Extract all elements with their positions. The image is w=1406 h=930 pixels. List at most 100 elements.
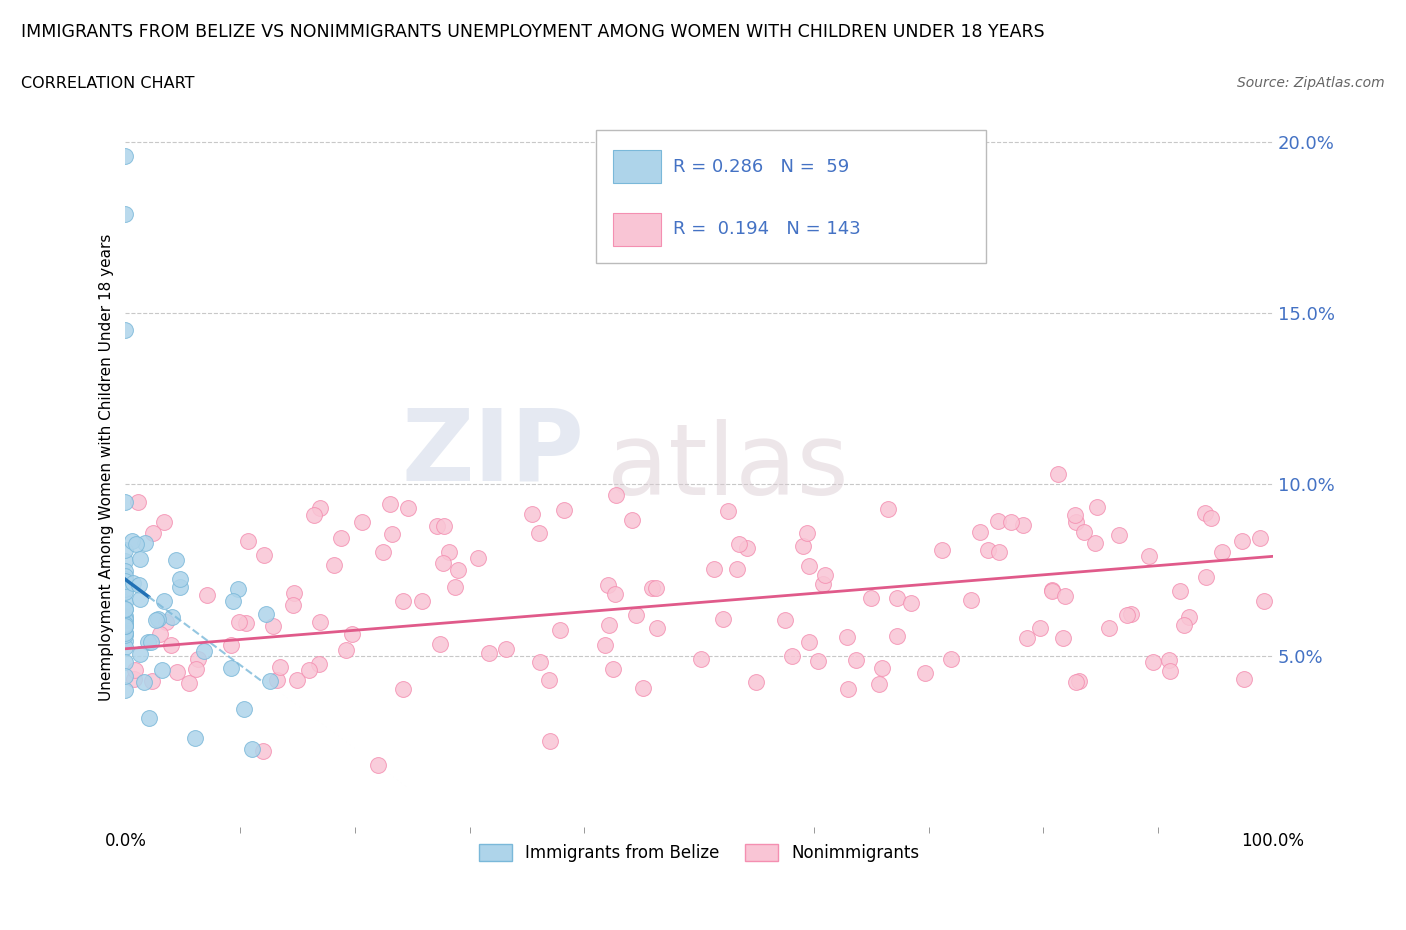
Point	[621, 513, 644, 528]
Point	[165, 552, 187, 567]
Point	[184, 731, 207, 746]
Point	[114, 668, 136, 683]
Text: R =  0.194   N = 143: R = 0.194 N = 143	[673, 220, 860, 238]
Y-axis label: Unemployment Among Women with Children Under 18 years: Unemployment Among Women with Children U…	[100, 233, 114, 701]
Point	[725, 561, 748, 576]
Point	[1211, 544, 1233, 559]
Point	[837, 682, 859, 697]
Point	[446, 563, 468, 578]
Point	[624, 607, 647, 622]
Point	[1195, 570, 1218, 585]
Point	[186, 661, 208, 676]
Point	[195, 588, 218, 603]
Point	[330, 530, 353, 545]
Point	[1073, 525, 1095, 539]
Point	[132, 674, 155, 689]
Point	[308, 657, 330, 671]
Point	[1253, 594, 1275, 609]
Point	[429, 636, 451, 651]
Point	[262, 619, 284, 634]
Point	[114, 323, 136, 338]
Point	[1108, 527, 1130, 542]
Point	[931, 543, 953, 558]
Point	[711, 612, 734, 627]
Text: R = 0.286   N =  59: R = 0.286 N = 59	[673, 158, 849, 176]
Point	[114, 612, 136, 627]
Point	[114, 640, 136, 655]
Point	[136, 635, 159, 650]
Point	[735, 540, 758, 555]
Point	[478, 645, 501, 660]
Point	[148, 611, 170, 626]
Point	[169, 572, 191, 587]
Point	[134, 536, 156, 551]
Point	[253, 547, 276, 562]
Point	[845, 652, 868, 667]
Point	[122, 671, 145, 686]
Point	[860, 591, 883, 605]
Point	[886, 629, 908, 644]
Point	[160, 610, 183, 625]
Point	[114, 573, 136, 588]
Point	[596, 578, 619, 592]
Point	[1115, 607, 1137, 622]
Point	[1173, 618, 1195, 632]
Point	[304, 507, 326, 522]
Point	[1042, 584, 1064, 599]
Point	[153, 593, 176, 608]
Point	[283, 586, 305, 601]
Point	[522, 506, 544, 521]
Point	[114, 581, 136, 596]
Point	[1064, 514, 1087, 529]
FancyBboxPatch shape	[596, 129, 986, 262]
Point	[236, 533, 259, 548]
Point	[1064, 675, 1087, 690]
Point	[886, 591, 908, 605]
Point	[432, 555, 454, 570]
Point	[548, 623, 571, 638]
Point	[1098, 620, 1121, 635]
Point	[1249, 530, 1271, 545]
Point	[179, 676, 201, 691]
Point	[114, 602, 136, 617]
Point	[987, 514, 1010, 529]
Point	[1157, 652, 1180, 667]
Point	[645, 581, 668, 596]
Point	[121, 575, 143, 590]
Point	[538, 734, 561, 749]
Point	[228, 615, 250, 630]
FancyBboxPatch shape	[613, 151, 661, 183]
Point	[1042, 582, 1064, 597]
Point	[142, 525, 165, 540]
Point	[529, 525, 551, 540]
Point	[1029, 620, 1052, 635]
Point	[281, 598, 304, 613]
Point	[367, 758, 389, 773]
Point	[529, 655, 551, 670]
FancyBboxPatch shape	[613, 213, 661, 246]
Text: Source: ZipAtlas.com: Source: ZipAtlas.com	[1237, 76, 1385, 90]
Point	[340, 626, 363, 641]
Point	[432, 518, 454, 533]
Point	[378, 497, 401, 512]
Point	[870, 660, 893, 675]
Point	[467, 551, 489, 565]
Text: ZIP: ZIP	[402, 405, 585, 501]
Point	[690, 651, 713, 666]
Point	[114, 626, 136, 641]
Point	[799, 634, 821, 649]
Point	[285, 672, 308, 687]
Point	[868, 677, 890, 692]
Point	[426, 519, 449, 534]
Point	[411, 593, 433, 608]
Point	[598, 618, 620, 632]
Point	[153, 515, 176, 530]
Point	[114, 617, 136, 631]
Point	[226, 582, 249, 597]
Point	[114, 618, 136, 633]
Point	[900, 596, 922, 611]
Point	[645, 620, 668, 635]
Point	[1000, 514, 1022, 529]
Point	[807, 653, 830, 668]
Point	[139, 635, 162, 650]
